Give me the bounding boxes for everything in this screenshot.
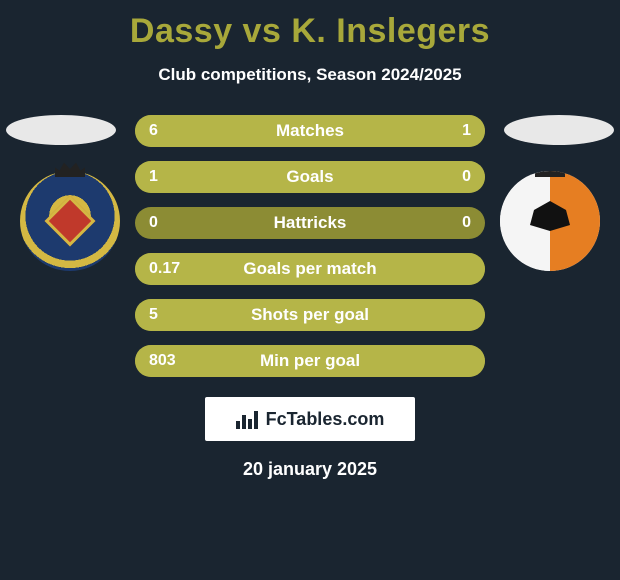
stat-right-value: 1	[462, 122, 471, 140]
stat-label: Shots per goal	[251, 305, 369, 325]
stat-bar-right-fill	[436, 115, 485, 147]
page-title: Dassy vs K. Inslegers	[130, 12, 490, 51]
stat-bar: 6 1 Matches	[135, 115, 485, 147]
stat-label: Matches	[276, 121, 344, 141]
stat-label: Goals per match	[243, 259, 376, 279]
stat-left-value: 1	[149, 168, 158, 186]
stat-left-value: 6	[149, 122, 158, 140]
stat-label: Hattricks	[274, 213, 347, 233]
page-subtitle: Club competitions, Season 2024/2025	[158, 65, 461, 85]
crown-icon	[55, 161, 85, 177]
stat-label: Min per goal	[260, 351, 360, 371]
stat-right-value: 0	[462, 214, 471, 232]
stat-left-value: 803	[149, 352, 176, 370]
stat-bar: 5 Shots per goal	[135, 299, 485, 331]
crown-icon	[535, 171, 565, 177]
stat-bar: 0 0 Hattricks	[135, 207, 485, 239]
left-team-badge	[20, 171, 120, 271]
stat-left-value: 0.17	[149, 260, 180, 278]
right-name-ellipse	[504, 115, 614, 145]
comparison-container: 6 1 Matches 1 0 Goals 0 0 Hattricks 0.17 Goals per…	[0, 115, 620, 377]
stat-bar: 803 Min per goal	[135, 345, 485, 377]
brand-text: FcTables.com	[266, 409, 385, 430]
left-name-ellipse	[6, 115, 116, 145]
generation-date: 20 january 2025	[243, 459, 377, 480]
stat-bar: 1 0 Goals	[135, 161, 485, 193]
stat-bar: 0.17 Goals per match	[135, 253, 485, 285]
stat-bars: 6 1 Matches 1 0 Goals 0 0 Hattricks 0.17 Goals per…	[135, 115, 485, 377]
stat-left-value: 0	[149, 214, 158, 232]
stat-left-value: 5	[149, 306, 158, 324]
brand-attribution[interactable]: FcTables.com	[205, 397, 415, 441]
bar-chart-icon	[236, 409, 260, 429]
right-team-badge	[500, 171, 600, 271]
stat-right-value: 0	[462, 168, 471, 186]
stat-label: Goals	[286, 167, 333, 187]
